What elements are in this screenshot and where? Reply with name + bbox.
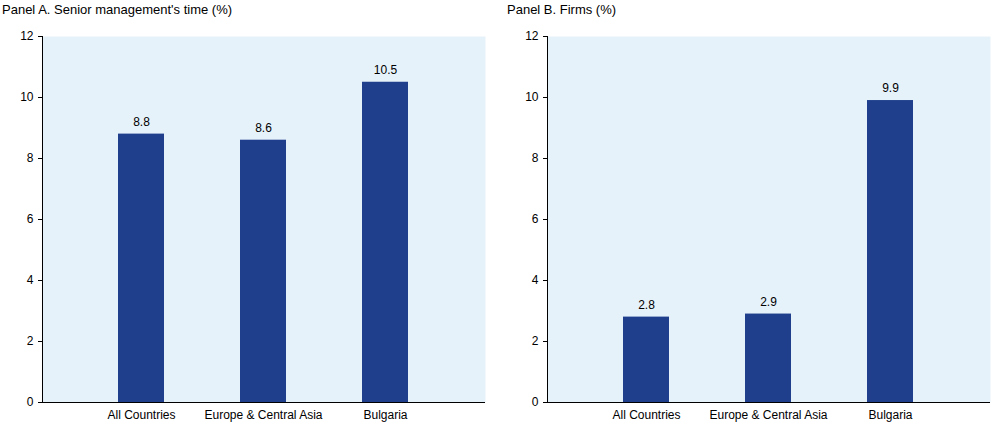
svg-text:0: 0 (27, 395, 34, 409)
svg-text:8.6: 8.6 (255, 121, 272, 135)
svg-text:Bulgaria: Bulgaria (868, 408, 912, 422)
svg-text:4: 4 (27, 273, 34, 287)
svg-text:10: 10 (525, 90, 539, 104)
svg-text:0: 0 (532, 395, 539, 409)
svg-text:8: 8 (27, 151, 34, 165)
svg-text:12: 12 (20, 29, 34, 43)
svg-text:10.5: 10.5 (374, 63, 398, 77)
svg-text:2.9: 2.9 (760, 295, 777, 309)
svg-text:9.9: 9.9 (882, 81, 899, 95)
svg-text:Europe & Central Asia: Europe & Central Asia (204, 408, 322, 422)
svg-text:4: 4 (532, 273, 539, 287)
svg-text:All Countries: All Countries (612, 408, 680, 422)
svg-text:2: 2 (27, 334, 34, 348)
svg-text:8.8: 8.8 (133, 115, 150, 129)
html-text:Panel A. Senior management's t: Panel A. Senior management's time (%) (2, 2, 233, 17)
svg-text:6: 6 (27, 212, 34, 226)
svg-text:All Countries: All Countries (107, 408, 175, 422)
svg-text:Bulgaria: Bulgaria (363, 408, 407, 422)
svg-text:6: 6 (532, 212, 539, 226)
html-text:Panel B. Firms (%): Panel B. Firms (%) (507, 2, 617, 17)
svg-text:Europe & Central Asia: Europe & Central Asia (709, 408, 827, 422)
svg-text:2: 2 (532, 334, 539, 348)
svg-text:10: 10 (20, 90, 34, 104)
svg-text:8: 8 (532, 151, 539, 165)
svg-text:2.8: 2.8 (638, 298, 655, 312)
svg-text:12: 12 (525, 29, 539, 43)
